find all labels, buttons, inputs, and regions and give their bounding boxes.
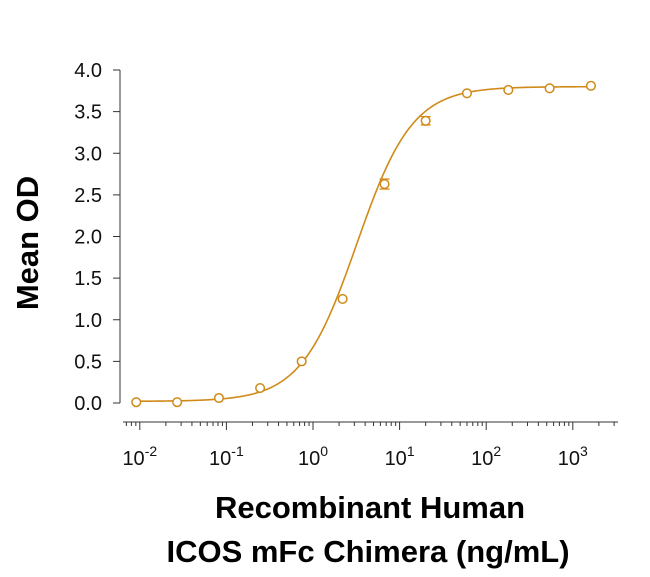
y-tick-label: 0.5	[74, 351, 102, 373]
data-point	[420, 115, 431, 126]
y-tick-label: 2.5	[74, 185, 102, 207]
x-tick-label: 102	[471, 443, 501, 470]
x-tick-label: 10-1	[209, 443, 244, 470]
y-tick-label: 2.0	[74, 227, 102, 249]
y-axis-title-group: Mean OD	[10, 176, 45, 310]
fit-curve-layer	[136, 85, 591, 403]
y-tick-label: 3.5	[74, 102, 102, 124]
x-axis-title-line-1: Recombinant Human	[215, 490, 525, 525]
fit-curve	[136, 85, 591, 403]
data-point	[296, 356, 307, 367]
data-point	[213, 392, 224, 404]
data-point	[585, 80, 596, 91]
data-points-layer	[131, 80, 596, 408]
y-tick-label: 1.0	[74, 310, 102, 332]
x-tick-label: 10-2	[122, 443, 157, 470]
x-tick-label: 101	[385, 443, 415, 470]
y-tick-label: 4.0	[74, 60, 102, 82]
y-tick-label: 0.0	[74, 393, 102, 415]
y-axis-title: Mean OD	[10, 176, 45, 310]
data-point	[503, 84, 514, 96]
axes: 0.0 0.5 1.0 1.5 2.0 2.5 3.0 3.5 4.0 10-2 10-1 100 10…	[74, 60, 618, 470]
data-point	[544, 83, 555, 94]
x-tick-label: 100	[298, 443, 328, 470]
data-point	[255, 382, 266, 394]
y-tick-label: 1.5	[74, 268, 102, 290]
data-point	[461, 88, 473, 99]
x-axis-title-line-2: ICOS mFc Chimera (ng/mL)	[166, 534, 569, 569]
x-tick-label: 103	[558, 443, 588, 470]
y-tick-label: 3.0	[74, 143, 102, 165]
data-point	[379, 179, 390, 190]
data-point	[337, 293, 348, 304]
data-point	[172, 397, 183, 408]
data-point	[131, 397, 142, 408]
